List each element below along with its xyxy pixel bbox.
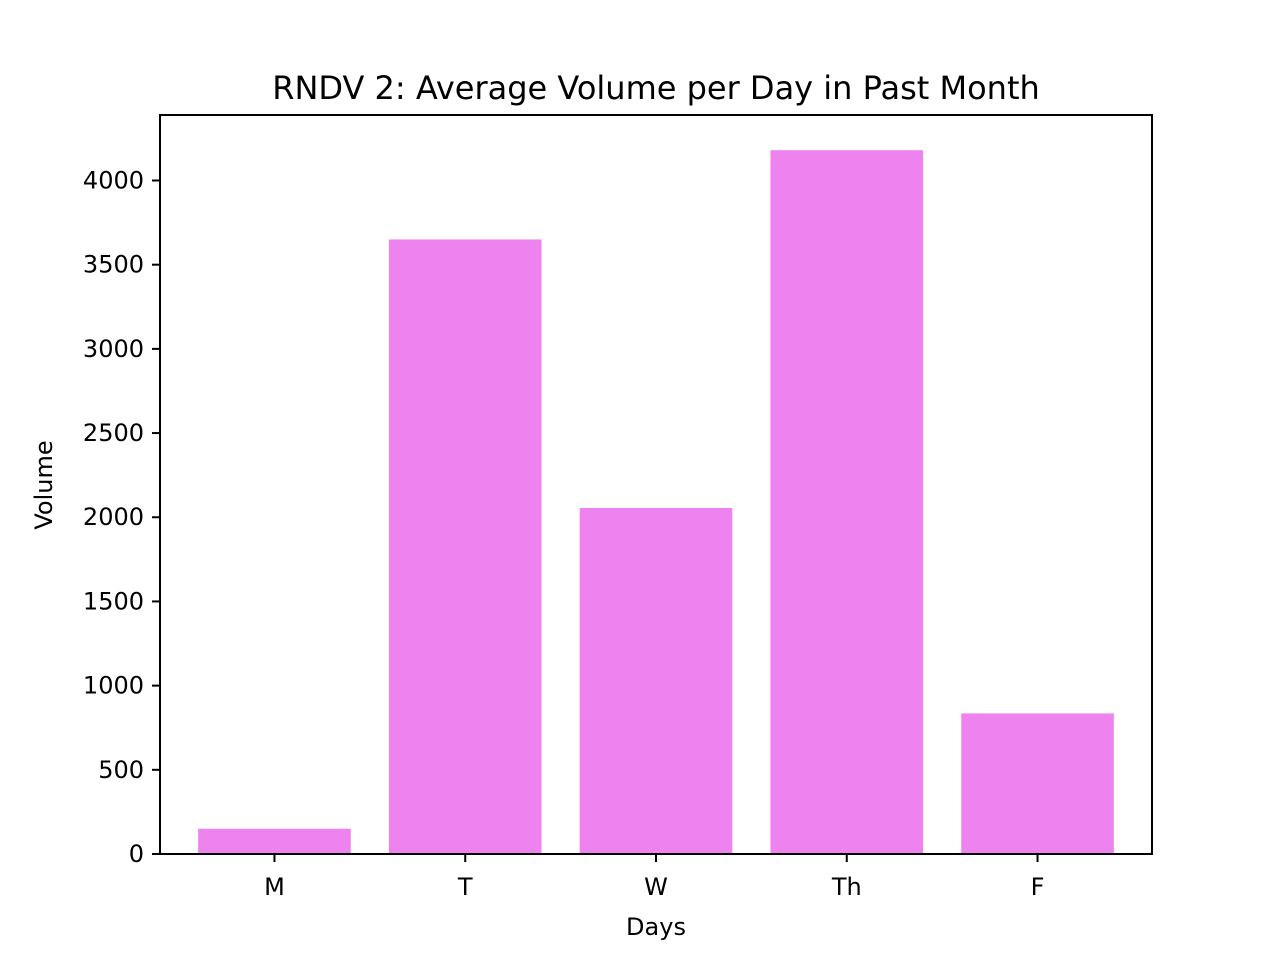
x-tick-label: M [264,873,285,901]
y-tick-label: 2500 [83,419,144,447]
bar-M [198,828,351,854]
y-axis: 0 500 1000 1500 2000 2500 3000 3500 4000 [83,166,160,868]
x-tick-label: T [457,873,473,901]
y-tick-label: 2000 [83,503,144,531]
x-tick-label: W [644,873,668,901]
y-tick-label: 0 [129,840,144,868]
x-tick-label: F [1031,873,1045,901]
y-tick-label: 3000 [83,335,144,363]
bar-T [388,239,542,854]
y-axis-label: Volume [30,440,58,529]
x-axis-label: Days [626,913,686,941]
y-tick-label: 3500 [83,251,144,279]
bar-F [961,713,1114,854]
x-tick-label: Th [831,873,862,901]
y-tick-label: 500 [98,756,144,784]
x-axis: M T W Th F [264,854,1044,901]
bar-W [579,507,733,854]
bars-layer [198,150,1114,854]
y-tick-label: 1500 [83,587,144,615]
y-tick-label: 1000 [83,672,144,700]
chart-title: RNDV 2: Average Volume per Day in Past M… [272,69,1040,107]
y-tick-label: 4000 [83,166,144,194]
bar-Th [770,150,924,854]
